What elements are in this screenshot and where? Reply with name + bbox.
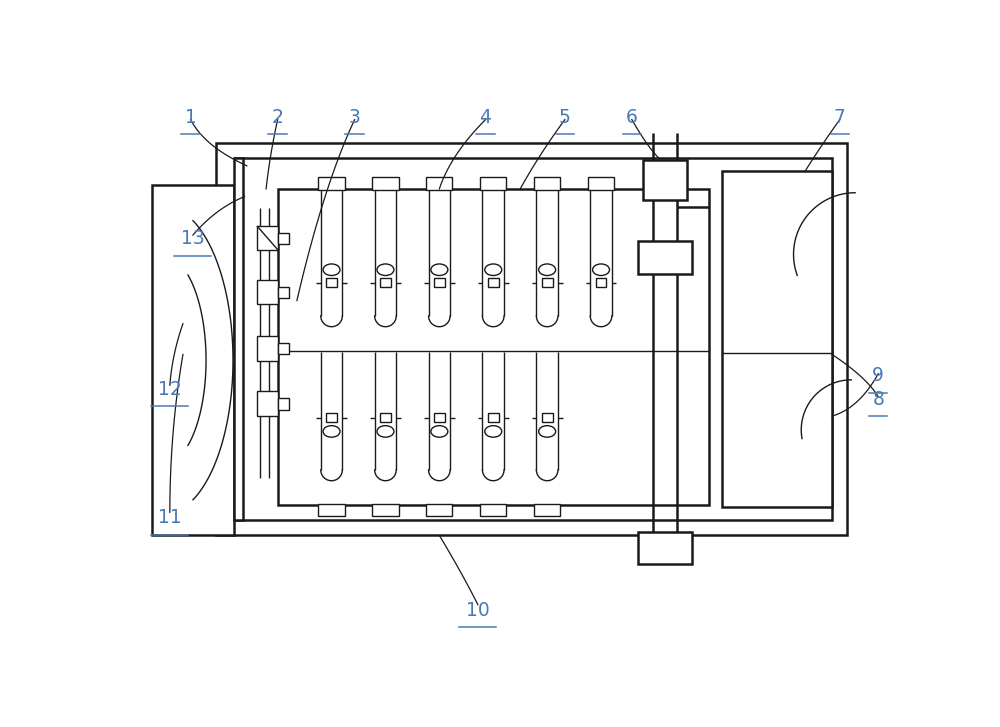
Ellipse shape <box>323 425 340 437</box>
Bar <box>480 177 506 190</box>
Bar <box>722 171 832 507</box>
Bar <box>426 504 452 516</box>
Text: 7: 7 <box>834 108 846 126</box>
Ellipse shape <box>539 425 556 437</box>
Bar <box>380 413 391 422</box>
Bar <box>234 158 243 520</box>
Bar <box>372 177 399 190</box>
Text: 2: 2 <box>272 108 284 126</box>
Bar <box>235 158 832 520</box>
Bar <box>588 177 614 190</box>
Text: 11: 11 <box>158 508 182 527</box>
Bar <box>326 413 337 422</box>
Bar <box>318 504 345 516</box>
Text: 3: 3 <box>349 108 361 126</box>
Bar <box>434 413 445 422</box>
Ellipse shape <box>485 425 502 437</box>
Bar <box>542 413 553 422</box>
Text: 13: 13 <box>181 230 205 249</box>
Bar <box>480 504 506 516</box>
Bar <box>326 278 337 287</box>
Bar <box>426 177 452 190</box>
Bar <box>278 398 289 410</box>
Bar <box>638 531 692 564</box>
Bar <box>257 336 278 361</box>
Bar <box>488 278 499 287</box>
Ellipse shape <box>485 264 502 276</box>
Bar <box>643 161 687 201</box>
Ellipse shape <box>377 425 394 437</box>
Text: 1: 1 <box>185 108 197 126</box>
Bar <box>257 280 278 305</box>
Text: 10: 10 <box>466 601 490 619</box>
Text: 5: 5 <box>559 108 571 126</box>
Bar <box>278 343 289 355</box>
Text: 4: 4 <box>480 108 492 126</box>
Bar <box>380 278 391 287</box>
Bar <box>488 413 499 422</box>
Bar <box>318 177 345 190</box>
Bar <box>434 278 445 287</box>
Ellipse shape <box>377 264 394 276</box>
Text: 8: 8 <box>872 390 884 409</box>
Bar <box>638 241 692 273</box>
Bar <box>278 286 289 298</box>
Bar <box>278 189 709 505</box>
Ellipse shape <box>323 264 340 276</box>
Bar <box>257 391 278 416</box>
Ellipse shape <box>431 264 448 276</box>
Bar <box>372 504 399 516</box>
Bar <box>216 142 847 535</box>
Ellipse shape <box>593 264 610 276</box>
Bar <box>278 233 289 244</box>
Bar <box>152 185 234 535</box>
Text: 9: 9 <box>872 366 884 385</box>
Bar <box>534 504 560 516</box>
Text: 6: 6 <box>626 108 638 126</box>
Ellipse shape <box>539 264 556 276</box>
Ellipse shape <box>431 425 448 437</box>
Bar <box>534 177 560 190</box>
Bar <box>596 278 606 287</box>
Text: 12: 12 <box>158 379 182 398</box>
Bar <box>542 278 553 287</box>
Bar <box>257 226 278 251</box>
